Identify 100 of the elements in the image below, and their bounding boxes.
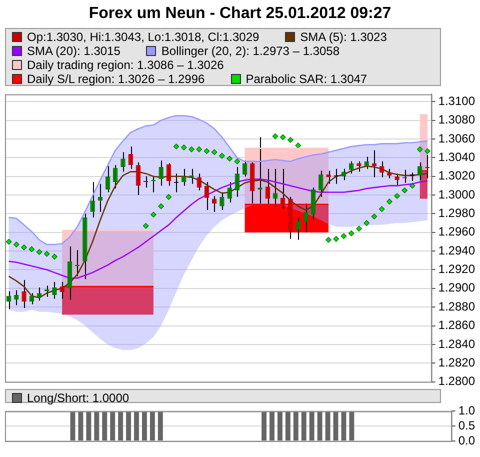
candlestick: [90, 181, 95, 218]
candlestick: [318, 170, 324, 198]
candlestick: [52, 281, 57, 300]
legend-label: SMA (5): 1.3023: [300, 30, 387, 44]
y-tick-label: 1.2820: [438, 355, 476, 370]
candlestick: [220, 192, 224, 210]
point: [180, 144, 187, 150]
point: [378, 206, 385, 212]
y-tick-label: 1.2900: [438, 280, 476, 295]
candlestick: [113, 164, 118, 190]
point: [348, 230, 354, 236]
point: [44, 250, 50, 257]
y-tick-label: 1.3020: [438, 168, 476, 183]
candlestick: [14, 290, 19, 306]
candlestick: [394, 173, 400, 186]
y-tick-label: 1.3040: [438, 150, 476, 164]
y-tick-label: 1.2800: [438, 374, 476, 388]
point: [288, 137, 294, 143]
legend-label: Parabolic SAR: 1.3047: [246, 72, 368, 86]
candlestick: [310, 187, 316, 220]
point: [219, 152, 225, 159]
candlestick: [341, 168, 346, 181]
point: [280, 134, 286, 140]
y-tick-label: 0.5: [458, 418, 476, 432]
y-tick-label: 1.2920: [438, 262, 476, 276]
point: [356, 226, 362, 232]
candlestick: [74, 250, 80, 277]
point: [6, 238, 12, 245]
candlestick: [60, 281, 64, 300]
candlestick: [379, 160, 384, 178]
candlestick: [22, 280, 26, 309]
candlestick: [36, 286, 42, 302]
point: [226, 156, 232, 162]
candlestick: [136, 162, 141, 196]
point: [28, 246, 35, 252]
candlestick: [242, 160, 248, 177]
candlestick: [143, 176, 148, 188]
candlestick: [349, 160, 354, 174]
candlestick: [29, 292, 34, 305]
point: [21, 244, 27, 250]
point: [211, 149, 218, 155]
candlestick: [105, 166, 110, 193]
point: [386, 198, 392, 204]
candlestick: [296, 216, 300, 240]
point: [234, 158, 240, 164]
point: [333, 236, 340, 242]
candlestick: [364, 156, 369, 170]
y-tick-label: 1.3080: [438, 112, 476, 127]
candlestick: [227, 181, 232, 204]
point: [371, 214, 378, 220]
point: [364, 220, 370, 226]
candlestick: [182, 168, 186, 186]
candlestick: [128, 146, 133, 170]
point: [150, 212, 156, 218]
point: [36, 249, 42, 255]
y-tick-label: 1.3000: [438, 187, 476, 202]
point: [142, 222, 149, 229]
point: [173, 144, 180, 150]
point: [14, 242, 20, 248]
candlestick: [418, 162, 422, 181]
candlestick: [234, 166, 240, 198]
y-tick-label: 0.0: [458, 433, 476, 448]
legend-label: Daily trading region: 1.3086 – 1.3026: [27, 58, 224, 72]
legend-label: SMA (20): 1.3015: [27, 44, 120, 58]
y-tick-label: 1.2860: [438, 318, 476, 332]
candlestick: [204, 181, 210, 210]
candlestick: [120, 152, 126, 172]
legend-label: Long/Short: 1.0000: [27, 391, 130, 405]
point: [424, 148, 430, 154]
point: [158, 203, 164, 210]
y-tick-label: 1.2980: [438, 206, 476, 220]
y-tick-label: 1.0: [458, 404, 476, 418]
y-tick-label: 1.3100: [438, 94, 476, 108]
point: [340, 233, 347, 240]
candlestick: [158, 160, 164, 186]
candlestick: [326, 170, 331, 184]
point: [416, 146, 423, 152]
point: [272, 133, 278, 140]
point: [204, 148, 210, 154]
point: [394, 193, 400, 199]
y-tick-label: 1.2940: [438, 243, 476, 258]
chart-title: Forex um Neun - Chart 25.01.2012 09:27: [88, 4, 392, 24]
candlestick: [166, 162, 172, 186]
point: [52, 254, 58, 260]
legend-label: Bollinger (20, 2): 1.2973 – 1.3058: [161, 44, 340, 58]
point: [295, 142, 301, 148]
candlestick: [280, 168, 286, 210]
legend-label: Daily S/L region: 1.3026 – 1.2996: [27, 72, 205, 86]
y-tick-label: 1.2880: [438, 299, 476, 314]
point: [402, 187, 408, 194]
candlestick: [387, 168, 392, 179]
point: [188, 146, 194, 152]
y-tick-label: 1.3060: [438, 131, 476, 146]
y-tick-label: 1.2960: [438, 224, 476, 239]
y-tick-label: 1.2840: [438, 336, 476, 351]
candlestick: [272, 168, 278, 207]
candlestick: [265, 168, 270, 205]
candlestick: [6, 290, 12, 310]
point: [166, 194, 172, 200]
legend-label: Op:1.3030, Hi:1.3043, Lo:1.3018, Cl:1.3029: [27, 30, 260, 44]
